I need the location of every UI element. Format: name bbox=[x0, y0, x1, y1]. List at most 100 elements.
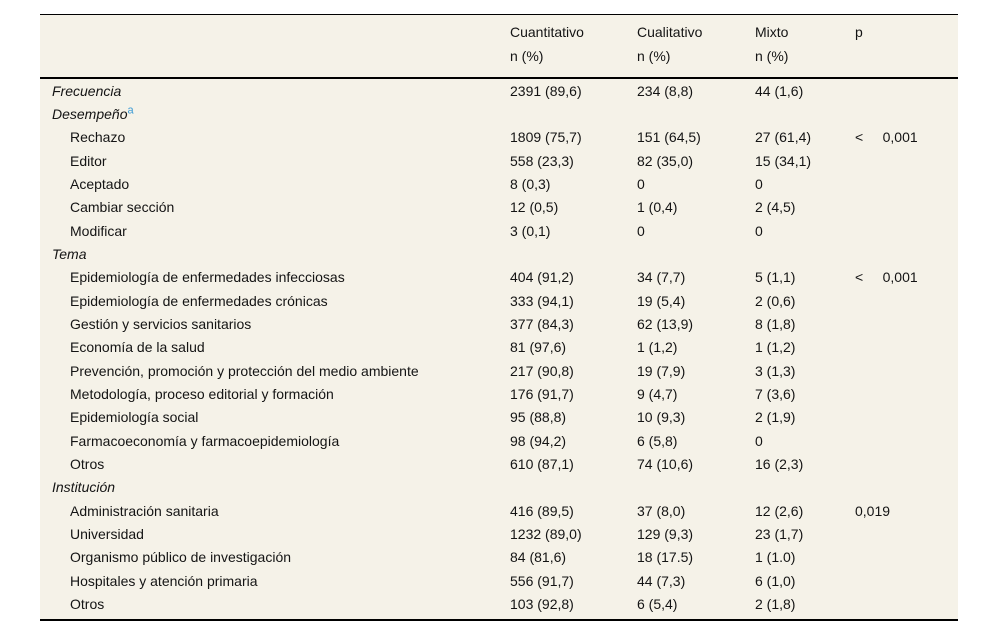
cell-cualitativo: 1 (1,2) bbox=[637, 339, 678, 356]
row-label: Epidemiología de enfermedades infecciosa… bbox=[70, 269, 345, 286]
cell-cuantitativo: 1809 (75,7) bbox=[510, 129, 582, 146]
row-label: Rechazo bbox=[70, 129, 126, 146]
cell-cualitativo: 6 (5,4) bbox=[637, 595, 678, 612]
cell-mixto: 23 (1,7) bbox=[755, 525, 804, 542]
cell-cuantitativo: 2391 (89,6) bbox=[510, 82, 582, 99]
row-label: Editor bbox=[70, 152, 107, 169]
cell-mixto: 12 (2,6) bbox=[755, 502, 804, 519]
cell-cualitativo: 10 (9,3) bbox=[637, 409, 686, 426]
cell-cualitativo: 19 (5,4) bbox=[637, 292, 686, 309]
cell-cualitativo: 6 (5,8) bbox=[637, 432, 678, 449]
cell-p: 0,019 bbox=[855, 502, 891, 519]
table-section-row: Frecuencia 2391 (89,6) 234 (8,8) 44 (1,6) bbox=[40, 79, 958, 102]
table-row: Farmacoeconomía y farmacoepidemiología 98… bbox=[40, 429, 958, 452]
row-label: Economía de la salud bbox=[70, 339, 205, 356]
column-label: Cuantitativo bbox=[510, 24, 584, 40]
cell-mixto: 2 (1,9) bbox=[755, 409, 796, 426]
cell-cualitativo: 234 (8,8) bbox=[637, 82, 694, 99]
row-label: Epidemiología social bbox=[70, 409, 199, 426]
cell-cualitativo: 34 (7,7) bbox=[637, 269, 686, 286]
column-sublabel: n (%) bbox=[510, 48, 544, 64]
table-row: Organismo público de investigación 84 (81… bbox=[40, 546, 958, 569]
cell-p: < 0,001 bbox=[855, 129, 918, 146]
row-label: Administración sanitaria bbox=[70, 502, 219, 519]
row-label: Epidemiología de enfermedades crónicas bbox=[70, 292, 328, 309]
row-label: Tema bbox=[52, 245, 87, 262]
row-label: Desempeñoa bbox=[52, 104, 134, 122]
cell-cuantitativo: 103 (92,8) bbox=[510, 595, 574, 612]
column-sublabel: n (%) bbox=[637, 48, 671, 64]
row-label: Modificar bbox=[70, 222, 127, 239]
table-section-row: Tema bbox=[40, 242, 958, 265]
header-cell-cualitativo: Cualitativo n (%) bbox=[637, 20, 755, 77]
table-section-row: Desempeñoa bbox=[40, 102, 958, 125]
cell-cualitativo: 37 (8,0) bbox=[637, 502, 686, 519]
column-sublabel: n (%) bbox=[755, 48, 789, 64]
cell-p: < 0,001 bbox=[855, 269, 918, 286]
cell-mixto: 2 (1,8) bbox=[755, 595, 796, 612]
table-body: Frecuencia 2391 (89,6) 234 (8,8) 44 (1,6) De… bbox=[40, 79, 958, 616]
cell-cuantitativo: 333 (94,1) bbox=[510, 292, 574, 309]
table-row: Otros 610 (87,1) 74 (10,6) 16 (2,3) bbox=[40, 452, 958, 475]
header-cell-p: p bbox=[855, 20, 958, 77]
table-row: Economía de la salud 81 (97,6) 1 (1,2) 1 (1… bbox=[40, 336, 958, 359]
cell-cuantitativo: 8 (0,3) bbox=[510, 175, 551, 192]
row-label: Hospitales y atención primaria bbox=[70, 572, 258, 589]
table-row: Universidad 1232 (89,0) 129 (9,3) 23 (1,7) bbox=[40, 522, 958, 545]
cell-mixto: 3 (1,3) bbox=[755, 362, 796, 379]
cell-cuantitativo: 556 (91,7) bbox=[510, 572, 574, 589]
cell-cualitativo: 0 bbox=[637, 222, 645, 239]
column-label: p bbox=[855, 24, 863, 40]
cell-cualitativo: 129 (9,3) bbox=[637, 525, 694, 542]
cell-mixto: 44 (1,6) bbox=[755, 82, 804, 99]
cell-cuantitativo: 404 (91,2) bbox=[510, 269, 574, 286]
cell-cuantitativo: 3 (0,1) bbox=[510, 222, 551, 239]
table-row: Epidemiología de enfermedades crónicas 33… bbox=[40, 289, 958, 312]
cell-cuantitativo: 12 (0,5) bbox=[510, 199, 559, 216]
table-row: Epidemiología de enfermedades infecciosa… bbox=[40, 266, 958, 289]
cell-cuantitativo: 1232 (89,0) bbox=[510, 525, 582, 542]
column-label: Cualitativo bbox=[637, 24, 703, 40]
table-row: Rechazo 1809 (75,7) 151 (64,5) 27 (61,4) < 0… bbox=[40, 126, 958, 149]
cell-cuantitativo: 176 (91,7) bbox=[510, 385, 574, 402]
footnote-link[interactable]: a bbox=[127, 104, 134, 117]
cell-cualitativo: 18 (17.5) bbox=[637, 549, 694, 566]
row-label: Organismo público de investigación bbox=[70, 549, 292, 566]
table-row: Aceptado 8 (0,3) 0 0 bbox=[40, 172, 958, 195]
row-label: Otros bbox=[70, 595, 105, 612]
row-label: Farmacoeconomía y farmacoepidemiología bbox=[70, 432, 340, 449]
cell-mixto: 7 (3,6) bbox=[755, 385, 796, 402]
row-label: Institución bbox=[52, 479, 116, 496]
cell-cualitativo: 82 (35,0) bbox=[637, 152, 694, 169]
row-label: Otros bbox=[70, 455, 105, 472]
row-label: Aceptado bbox=[70, 175, 130, 192]
row-label: Gestión y servicios sanitarios bbox=[70, 315, 252, 332]
cell-mixto: 8 (1,8) bbox=[755, 315, 796, 332]
cell-cuantitativo: 95 (88,8) bbox=[510, 409, 567, 426]
table-row: Metodología, proceso editorial y formaci… bbox=[40, 382, 958, 405]
cell-cualitativo: 1 (0,4) bbox=[637, 199, 678, 216]
cell-cuantitativo: 610 (87,1) bbox=[510, 455, 574, 472]
cell-mixto: 0 bbox=[755, 175, 763, 192]
table-row: Otros 103 (92,8) 6 (5,4) 2 (1,8) bbox=[40, 592, 958, 615]
row-label: Prevención, promoción y protección del m… bbox=[70, 362, 419, 379]
cell-cualitativo: 151 (64,5) bbox=[637, 129, 701, 146]
table-row: Gestión y servicios sanitarios 377 (84,3)… bbox=[40, 312, 958, 335]
cell-mixto: 2 (0,6) bbox=[755, 292, 796, 309]
header-cell-mixto: Mixto n (%) bbox=[755, 20, 855, 77]
column-label: Mixto bbox=[755, 24, 789, 40]
cell-mixto: 0 bbox=[755, 222, 763, 239]
cell-mixto: 16 (2,3) bbox=[755, 455, 804, 472]
table-row: Hospitales y atención primaria 556 (91,7)… bbox=[40, 569, 958, 592]
table-header: Cuantitativo n (%) Cualitativo n (%) Mix… bbox=[40, 15, 958, 79]
cell-cuantitativo: 558 (23,3) bbox=[510, 152, 574, 169]
cell-mixto: 5 (1,1) bbox=[755, 269, 796, 286]
header-cell-cuantitativo: Cuantitativo n (%) bbox=[510, 20, 637, 77]
cell-cuantitativo: 98 (94,2) bbox=[510, 432, 567, 449]
cell-mixto: 2 (4,5) bbox=[755, 199, 796, 216]
cell-cualitativo: 0 bbox=[637, 175, 645, 192]
cell-cuantitativo: 84 (81,6) bbox=[510, 549, 567, 566]
cell-cualitativo: 19 (7,9) bbox=[637, 362, 686, 379]
cell-cuantitativo: 81 (97,6) bbox=[510, 339, 567, 356]
table-row: Prevención, promoción y protección del m… bbox=[40, 359, 958, 382]
